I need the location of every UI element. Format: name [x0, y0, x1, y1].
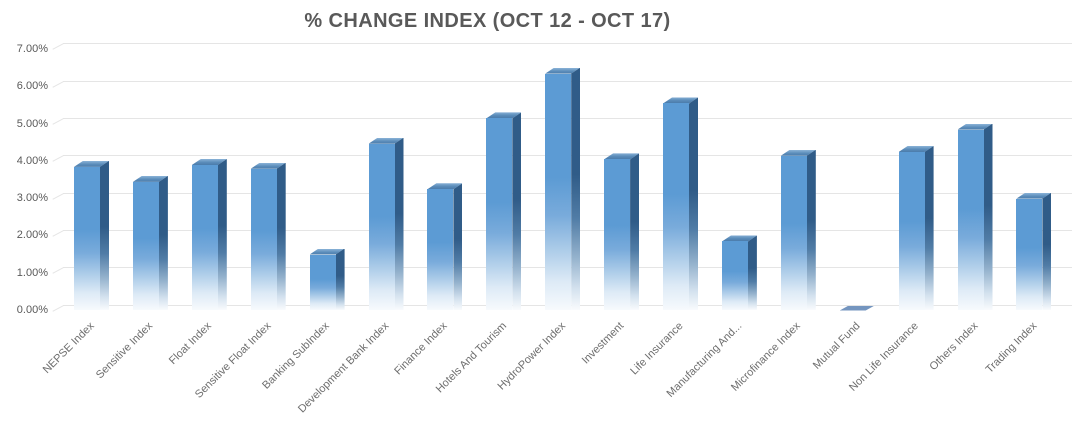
bar-development-bank-index	[368, 143, 395, 310]
bar-finance-index-top-face	[427, 183, 462, 189]
bar-manufacturing-and-top-face	[722, 235, 757, 241]
bar-hydropower-index-top-face	[545, 68, 580, 74]
bar-manufacturing-and	[721, 241, 748, 310]
bar-nepse-index	[74, 166, 100, 310]
bar-mutual-fund	[840, 306, 875, 311]
y-axis-tick-label: 3.00%	[16, 192, 48, 205]
bar-sensitive-float-index-top-face	[251, 163, 286, 169]
x-axis-label-sensitive-index: Sensitive Index	[94, 320, 156, 382]
y-axis-tick-label: 4.00%	[16, 154, 48, 167]
bar-banking-subindex	[309, 254, 336, 310]
bar-development-bank-index-top-face	[369, 138, 404, 144]
x-axis-label-nepse-index: NEPSE Index	[40, 320, 97, 377]
bar-nepse-index-top-face	[74, 161, 109, 167]
bar-non-life-insurance-top-face	[899, 146, 934, 152]
bar-sensitive-index-top-face	[133, 176, 168, 182]
y-axis-tick-label: 0.00%	[16, 304, 48, 316]
gridline-depth-edge	[52, 43, 64, 51]
bar-sensitive-float-index	[250, 168, 277, 310]
bar-microfinance-index-top-face	[781, 150, 816, 156]
bar-float-index-side-face	[217, 159, 227, 310]
bar-hotels-and-tourism-side-face	[512, 112, 522, 310]
bar-investment-side-face	[630, 153, 640, 310]
gridline-depth-edge	[52, 230, 64, 237]
x-axis-label-float-index: Float Index	[167, 320, 215, 367]
bar-development-bank-index-side-face	[394, 137, 404, 310]
y-axis-tick-label: 7.00%	[16, 42, 48, 55]
bar-trading-index-side-face	[1042, 192, 1052, 310]
bar-microfinance-index	[780, 155, 807, 310]
chart-title: % CHANGE INDEX (OCT 12 - OCT 17)	[304, 10, 671, 32]
bar-hydropower-index	[545, 73, 572, 310]
bar-manufacturing-and-side-face	[747, 235, 757, 310]
gridline-depth-edge	[52, 118, 64, 125]
gridline-depth-edge	[52, 155, 64, 163]
bar-hotels-and-tourism	[486, 118, 513, 310]
bar-finance-index	[427, 189, 454, 310]
bar-sensitive-float-index-side-face	[276, 162, 286, 310]
x-axis-label-investment: Investment	[580, 320, 627, 367]
bar-float-index	[191, 165, 218, 310]
bar-non-life-insurance-side-face	[924, 145, 934, 310]
bar-non-life-insurance	[898, 151, 925, 310]
x-axis-label-mutual-fund: Mutual Fund	[810, 320, 863, 372]
bar-life-insurance	[663, 103, 689, 310]
bar-sensitive-index	[132, 181, 159, 310]
bar-nepse-index-side-face	[100, 160, 109, 310]
bar-others-index-side-face	[983, 123, 993, 310]
bar-trading-index	[1016, 198, 1043, 310]
bar-finance-index-side-face	[453, 183, 463, 310]
x-axis-label-trading-index: Trading Index	[983, 320, 1039, 376]
gridline-depth-edge	[52, 192, 64, 200]
y-axis-tick-label: 1.00%	[16, 266, 48, 279]
bar-microfinance-index-side-face	[806, 149, 816, 310]
y-axis-tick-label: 2.00%	[16, 229, 48, 242]
bar-life-insurance-top-face	[663, 97, 698, 103]
bar-others-index-top-face	[958, 124, 993, 130]
x-axis-label-life-insurance: Life Insurance	[628, 320, 686, 378]
x-axis-label-finance-index: Finance Index	[392, 320, 450, 378]
bar-investment-top-face	[604, 153, 639, 159]
bar-float-index-top-face	[192, 159, 227, 165]
gridline-depth-edge	[52, 267, 64, 274]
bar-banking-subindex-side-face	[335, 248, 345, 310]
gridline-depth-edge	[52, 80, 64, 88]
gridline-7pct	[52, 43, 1072, 51]
y-axis-tick-label: 5.00%	[16, 117, 48, 130]
bar-investment	[604, 159, 631, 310]
x-axis-label-others-index: Others Index	[926, 320, 980, 374]
bar-others-index	[957, 129, 984, 310]
bar-hotels-and-tourism-top-face	[486, 112, 521, 118]
bar-banking-subindex-top-face	[310, 249, 345, 255]
y-axis-tick-label: 6.00%	[16, 80, 48, 93]
bar-sensitive-index-side-face	[158, 175, 168, 310]
bar-hydropower-index-side-face	[571, 67, 581, 310]
bar-trading-index-top-face	[1016, 193, 1051, 199]
bar-life-insurance-side-face	[689, 97, 698, 310]
gridline-depth-edge	[52, 304, 64, 312]
